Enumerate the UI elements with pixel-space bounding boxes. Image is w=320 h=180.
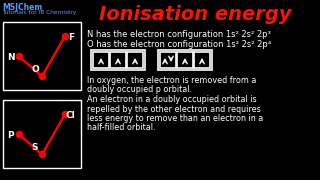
Text: P: P (7, 132, 14, 141)
Bar (194, 52, 210, 68)
Bar (158, 50, 212, 70)
Text: Tutorials for IB Chemistry: Tutorials for IB Chemistry (2, 10, 76, 15)
Bar (127, 52, 143, 68)
Bar (91, 50, 145, 70)
Bar (160, 52, 176, 68)
Text: O has the electron configuration 1s² 2s² 2p⁴: O has the electron configuration 1s² 2s²… (87, 40, 271, 49)
Text: An electron in a doubly occupied orbital is: An electron in a doubly occupied orbital… (87, 95, 257, 104)
Text: N: N (7, 53, 14, 62)
Text: F: F (68, 33, 75, 42)
Bar (3, 100, 81, 168)
Bar (177, 52, 193, 68)
Bar (93, 52, 109, 68)
Text: In oxygen, the electron is removed from a: In oxygen, the electron is removed from … (87, 76, 256, 85)
Text: repelled by the other electron and requires: repelled by the other electron and requi… (87, 105, 261, 114)
Text: Cl: Cl (66, 111, 75, 120)
Text: MSJChem: MSJChem (2, 3, 42, 12)
Text: doubly occupied p orbital.: doubly occupied p orbital. (87, 86, 192, 94)
Text: O: O (31, 65, 39, 74)
Bar (110, 52, 126, 68)
Bar (3, 22, 81, 90)
Text: Ionisation energy: Ionisation energy (99, 4, 291, 24)
Text: N has the electron configuration 1s² 2s² 2p³: N has the electron configuration 1s² 2s²… (87, 30, 271, 39)
Text: less energy to remove than an electron in a: less energy to remove than an electron i… (87, 114, 263, 123)
Text: half-filled orbital.: half-filled orbital. (87, 123, 156, 132)
Text: S: S (32, 143, 38, 152)
